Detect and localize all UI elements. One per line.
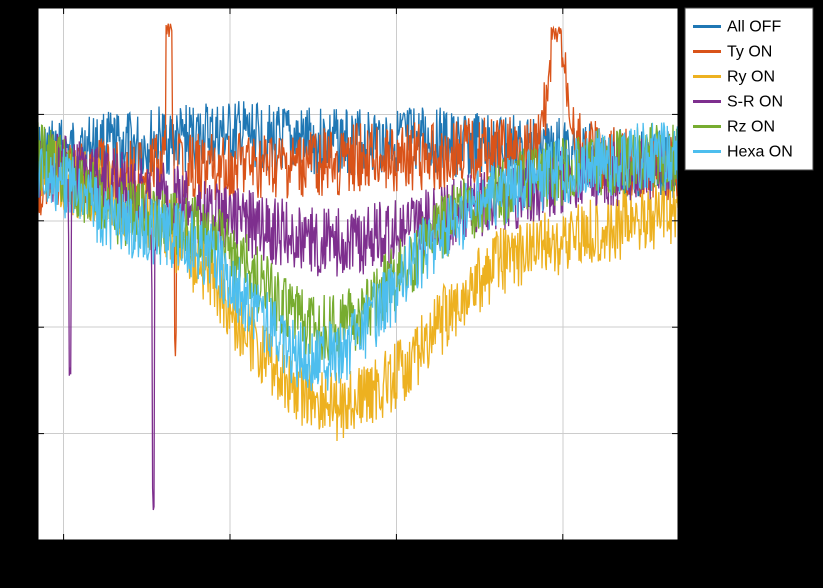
legend-label: Ry ON	[727, 69, 775, 86]
chart-container: All OFF Ty ON Ry ON S-R ON Rz ON Hexa ON	[0, 0, 823, 588]
legend-label: Hexa ON	[727, 144, 793, 161]
legend-label: Rz ON	[727, 119, 775, 136]
legend: All OFF Ty ON Ry ON S-R ON Rz ON Hexa ON	[685, 8, 813, 170]
plot-area-bg	[38, 8, 678, 540]
chart-svg: All OFF Ty ON Ry ON S-R ON Rz ON Hexa ON	[0, 0, 823, 588]
legend-label: S-R ON	[727, 94, 783, 111]
legend-label: Ty ON	[727, 44, 772, 61]
legend-label: All OFF	[727, 19, 781, 36]
